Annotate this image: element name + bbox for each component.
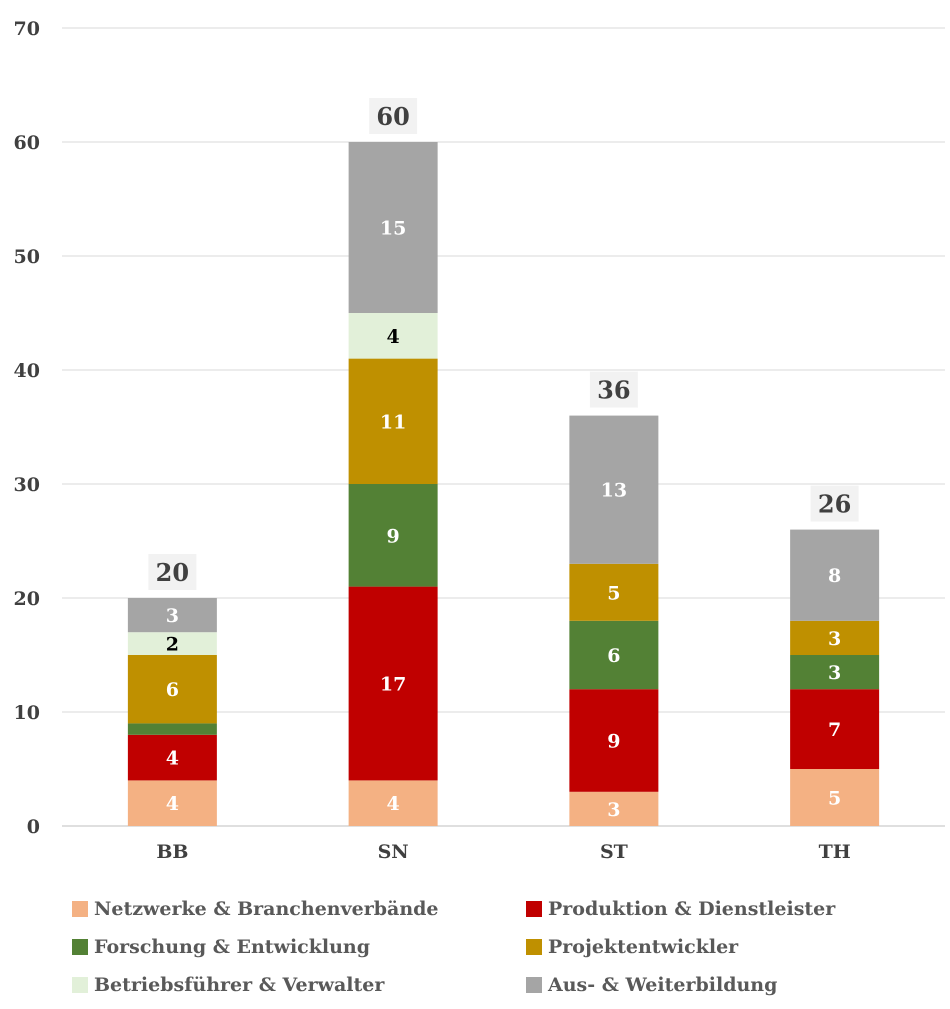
bar-segment-sn-2 <box>348 586 438 781</box>
legend-item: Aus- & Weiterbildung <box>526 974 777 996</box>
bar-segment-bb-5 <box>127 632 217 655</box>
data-label: 8 <box>828 565 841 587</box>
bar-segment-bb-3 <box>127 723 217 735</box>
legend-label: Projektentwickler <box>548 936 739 958</box>
data-label: 4 <box>166 748 179 770</box>
data-label: 3 <box>828 662 841 684</box>
legend-label: Forschung & Entwicklung <box>94 936 371 958</box>
data-label: 13 <box>601 480 627 502</box>
legend-swatch <box>72 977 88 993</box>
data-label: 15 <box>380 218 406 240</box>
total-label-background <box>148 554 197 590</box>
bar-segment-bb-6 <box>127 598 217 633</box>
total-label: 20 <box>156 558 189 587</box>
data-label: 3 <box>166 605 179 627</box>
x-tick-label: SN <box>378 841 409 860</box>
bar-segment-th-2 <box>790 689 880 769</box>
legend-item: Betriebsführer & Verwalter <box>72 974 384 996</box>
y-tick-label: 60 <box>14 132 40 154</box>
bar-segment-st-2 <box>569 689 659 792</box>
y-tick-label: 40 <box>14 360 40 382</box>
legend-item: Forschung & Entwicklung <box>72 936 370 958</box>
bar-segment-th-1 <box>790 769 880 826</box>
bar-segment-sn-6 <box>348 142 438 313</box>
data-label: 5 <box>607 582 620 604</box>
total-label: 36 <box>597 376 630 405</box>
bar-segment-st-3 <box>569 620 659 690</box>
y-tick-label: 10 <box>14 702 40 724</box>
data-label: 9 <box>607 731 620 753</box>
bar-segment-bb-4 <box>127 655 217 724</box>
legend-label: Netzwerke & Branchenverbände <box>94 898 439 920</box>
data-label: 4 <box>387 793 400 815</box>
legend-swatch <box>526 901 542 917</box>
data-label: 7 <box>828 719 841 741</box>
bar-segment-sn-5 <box>348 313 438 359</box>
x-tick-label: TH <box>819 841 851 860</box>
data-label: 3 <box>607 799 620 821</box>
data-label: 3 <box>828 628 841 650</box>
legend-item: Netzwerke & Branchenverbände <box>72 898 439 920</box>
data-label: 4 <box>387 326 400 348</box>
y-tick-label: 30 <box>14 474 40 496</box>
x-tick-label: BB <box>156 841 188 860</box>
data-label: 11 <box>380 411 406 433</box>
legend-swatch <box>72 939 88 955</box>
total-label-background <box>369 98 418 134</box>
y-tick-label: 20 <box>14 588 40 610</box>
legend-label: Aus- & Weiterbildung <box>548 974 778 996</box>
legend-label: Betriebsführer & Verwalter <box>94 974 385 996</box>
bar-segment-th-6 <box>790 529 880 621</box>
data-label: 4 <box>166 793 179 815</box>
bar-segment-st-4 <box>569 563 659 621</box>
y-tick-label: 50 <box>14 246 40 268</box>
stacked-bar-chart: 0 10 20 30 40 50 60 70 4 4 6 2 3 20 BB 4 17 9 11 4 15 60 SN 3 9 6… <box>14 18 945 860</box>
data-label: 2 <box>166 634 179 656</box>
bar-segment-st-1 <box>569 791 659 826</box>
total-label: 60 <box>376 102 409 131</box>
bar-segment-sn-1 <box>348 780 438 826</box>
legend-label: Produktion & Dienstleister <box>548 898 836 920</box>
data-label: 17 <box>380 674 406 696</box>
data-label: 6 <box>166 679 179 701</box>
legend-item: Projektentwickler <box>526 936 738 958</box>
total-label-background <box>589 371 638 408</box>
y-tick-label: 0 <box>27 816 40 838</box>
data-label: 6 <box>607 645 620 667</box>
legend-swatch <box>72 901 88 917</box>
y-tick-label: 70 <box>14 18 40 40</box>
bar-segment-sn-3 <box>348 484 438 587</box>
x-tick-label: ST <box>600 841 628 860</box>
total-label: 26 <box>818 490 851 519</box>
legend-swatch <box>526 977 542 993</box>
bar-segment-th-3 <box>790 655 880 690</box>
bar-segment-th-4 <box>790 620 880 655</box>
bar-segment-bb-2 <box>127 734 217 781</box>
legend-item: Produktion & Dienstleister <box>526 898 835 920</box>
bar-segment-bb-1 <box>127 780 217 826</box>
data-label: 5 <box>828 788 841 810</box>
bar-segment-sn-4 <box>348 358 438 484</box>
bar-segment-st-6 <box>569 415 659 564</box>
data-label: 9 <box>387 525 400 547</box>
total-label-background <box>810 485 859 522</box>
legend-swatch <box>526 939 542 955</box>
